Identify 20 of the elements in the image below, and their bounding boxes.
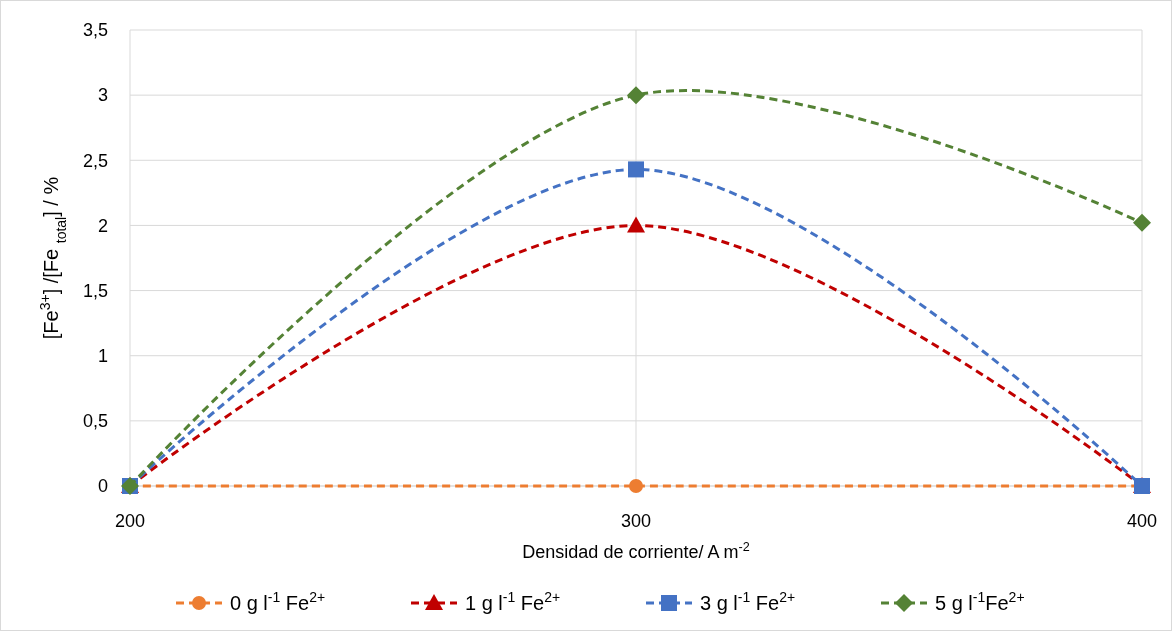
- y-tick-label: 3,5: [82, 20, 108, 41]
- x-tick-label: 300: [620, 511, 652, 531]
- y-tick-label: 2: [97, 215, 108, 236]
- point: [1133, 213, 1151, 232]
- legend-label: 3 g l$^{-1}$ Fe$^{2+}$: [700, 589, 796, 614]
- x-tick-label: 200: [114, 511, 146, 531]
- y-tick-label: 0: [97, 476, 108, 497]
- x-tick-label: 400: [1126, 511, 1158, 531]
- x-axis-title: Densidad de corriente/ A m$^{-2}$: [522, 540, 750, 562]
- y-tick-label: 3: [97, 85, 108, 106]
- y-tick-label: 1,5: [82, 280, 108, 301]
- legend-label: 0 g l$^{-1}$ Fe$^{2+}$: [230, 589, 326, 614]
- y-tick-label: 1: [97, 346, 108, 367]
- point: [627, 86, 645, 105]
- point: [629, 479, 643, 493]
- point: [628, 161, 644, 178]
- y-tick-label: 2,5: [82, 150, 108, 171]
- y-tick-label: 0,5: [82, 411, 108, 432]
- legend-label: 5 g l$^{-1}$Fe$^{2+}$: [935, 589, 1025, 614]
- legend-label: 1 g l$^{-1}$ Fe$^{2+}$: [465, 589, 561, 614]
